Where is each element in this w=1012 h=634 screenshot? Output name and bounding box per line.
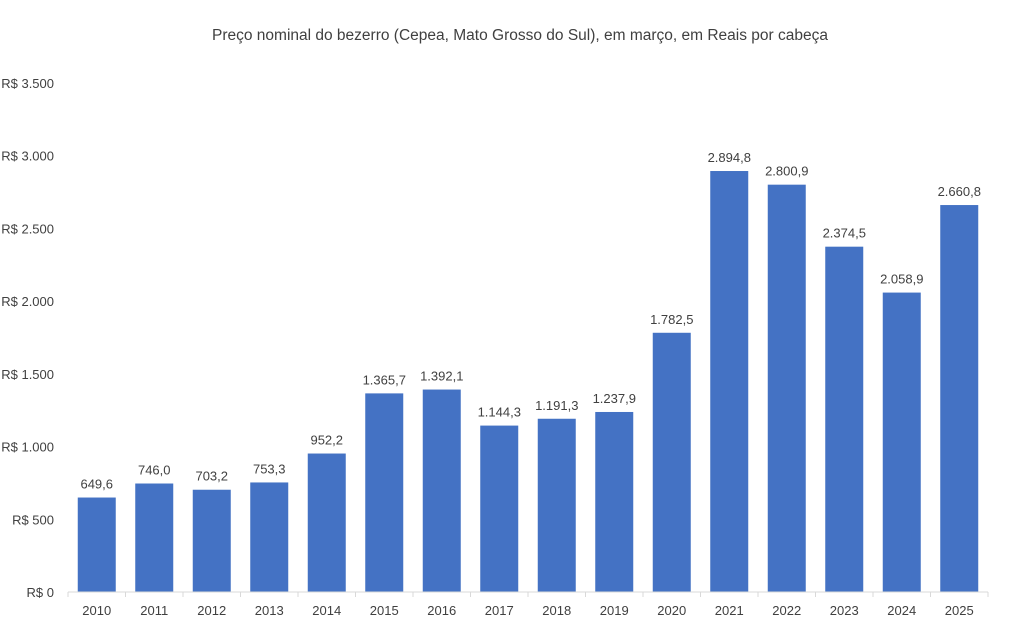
x-tick-label: 2019 <box>600 603 629 618</box>
data-label: 1.191,3 <box>535 398 578 413</box>
y-tick-label: R$ 0 <box>27 585 54 600</box>
x-tick-label: 2018 <box>542 603 571 618</box>
bar-2019 <box>595 411 634 592</box>
x-tick-label: 2014 <box>312 603 341 618</box>
x-tick-label: 2011 <box>140 603 168 618</box>
bar-2011 <box>135 483 174 592</box>
x-tick-label: 2023 <box>830 603 859 618</box>
bar-2012 <box>192 489 231 592</box>
bar-2016 <box>422 389 461 592</box>
data-label: 1.392,1 <box>420 369 463 384</box>
y-tick-label: R$ 3.500 <box>1 76 54 91</box>
data-label: 952,2 <box>310 433 343 448</box>
data-label: 2.894,8 <box>708 150 751 165</box>
bar-2025 <box>940 205 979 593</box>
x-tick-label: 2012 <box>197 603 226 618</box>
x-tick-label: 2016 <box>427 603 456 618</box>
x-tick-label: 2017 <box>485 603 514 618</box>
bars <box>77 171 979 593</box>
data-label: 1.365,7 <box>363 372 406 387</box>
y-tick-label: R$ 2.000 <box>1 294 54 309</box>
data-label: 1.782,5 <box>650 312 693 327</box>
bar-2020 <box>652 332 691 592</box>
x-tick-label: 2010 <box>82 603 111 618</box>
bar-2017 <box>480 425 519 592</box>
data-label: 703,2 <box>195 469 228 484</box>
y-tick-label: R$ 3.000 <box>1 149 54 164</box>
y-tick-label: R$ 1.000 <box>1 440 54 455</box>
data-label: 2.660,8 <box>938 184 981 199</box>
data-label: 2.800,9 <box>765 164 808 179</box>
y-tick-label: R$ 1.500 <box>1 367 54 382</box>
y-tick-label: R$ 2.500 <box>1 221 54 236</box>
chart-title: Preço nominal do bezerro (Cepea, Mato Gr… <box>212 27 828 44</box>
x-tick-label: 2024 <box>887 603 916 618</box>
y-tick-label: R$ 500 <box>12 512 54 527</box>
x-tick-label: 2015 <box>370 603 399 618</box>
x-axis: 2010 2011 2012 2013 2014 2015 2016 2017 2018 2019… <box>67 591 989 618</box>
data-label: 1.144,3 <box>478 405 521 420</box>
x-tick-label: 2021 <box>715 603 744 618</box>
bar-2022 <box>767 184 806 592</box>
data-label: 746,0 <box>138 463 171 478</box>
bar-2018 <box>537 418 576 592</box>
data-label: 753,3 <box>253 461 286 476</box>
bar-2023 <box>825 246 864 592</box>
data-label: 2.374,5 <box>823 226 866 241</box>
x-tick-label: 2013 <box>255 603 284 618</box>
bar-2015 <box>365 393 404 592</box>
x-tick-label: 2020 <box>657 603 686 618</box>
data-labels: 649,6 746,0 703,2 753,3 952,2 1.365,7 1.392,1 1… <box>80 150 980 492</box>
bar-2014 <box>307 453 346 592</box>
y-axis: R$ 0 R$ 500 R$ 1.000 R$ 1.500 R$ 2.000 R$ 2.5… <box>1 76 54 600</box>
bar-2010 <box>77 497 116 592</box>
data-label: 1.237,9 <box>593 391 636 406</box>
x-tick-label: 2022 <box>772 603 801 618</box>
bar-2013 <box>250 482 289 592</box>
data-label: 2.058,9 <box>880 272 923 287</box>
bar-2021 <box>710 171 749 592</box>
x-tick-label: 2025 <box>945 603 974 618</box>
bar-2024 <box>882 292 921 592</box>
data-label: 649,6 <box>80 477 113 492</box>
